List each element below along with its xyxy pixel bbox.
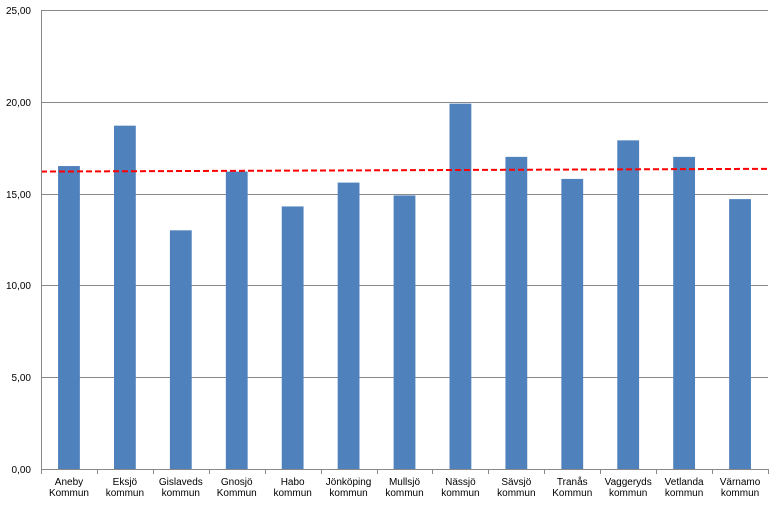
x-axis-category-labels: AnebyKommunEksjökommunGislavedskommunGno…	[49, 476, 761, 499]
x-category-label: Kommun	[49, 488, 89, 499]
x-category-label: Värnamo	[720, 477, 761, 488]
y-tick-label: 25,00	[6, 6, 31, 17]
x-category-label: Sävsjö	[501, 477, 531, 488]
bar	[113, 125, 136, 469]
x-category-label: kommun	[441, 488, 479, 499]
x-category-label: Kommun	[217, 488, 257, 499]
x-category-label: Vetlanda	[665, 477, 704, 488]
bar	[225, 171, 248, 469]
bar	[169, 230, 192, 469]
x-category-label: Nässjö	[445, 477, 476, 488]
x-category-label: kommun	[162, 488, 200, 499]
reference-line	[40, 167, 769, 173]
y-tick-label: 5,00	[12, 373, 32, 384]
x-category-label: Gislaveds	[159, 477, 203, 488]
x-category-label: Gnosjö	[221, 477, 253, 488]
bar	[449, 103, 472, 470]
x-category-label: kommun	[273, 488, 311, 499]
x-category-label: Tranås	[557, 476, 588, 488]
bar	[505, 156, 528, 469]
x-category-label: kommun	[329, 488, 367, 499]
y-tick-label: 15,00	[6, 190, 31, 201]
bar	[729, 199, 751, 469]
bar	[337, 182, 360, 470]
x-axis	[41, 10, 769, 474]
x-category-label: kommun	[609, 488, 647, 499]
x-category-label: Eksjö	[113, 477, 138, 488]
y-axis-tick-labels: 0,00 5,00 10,00 15,00 20,00 25,00	[6, 6, 31, 476]
x-category-label: Vaggeryds	[605, 477, 652, 488]
x-category-label: Habo	[281, 477, 305, 488]
x-category-label: kommun	[106, 488, 144, 499]
bar	[673, 156, 696, 469]
bar	[393, 195, 416, 469]
x-category-label: Mullsjö	[389, 477, 421, 488]
bar	[281, 206, 304, 469]
x-category-label: Aneby	[55, 477, 83, 488]
x-category-label: kommun	[385, 488, 423, 499]
y-tick-label: 10,00	[6, 281, 31, 292]
bar	[561, 178, 584, 470]
x-category-label: Kommun	[552, 488, 592, 499]
reference-line-group	[40, 167, 769, 173]
bar	[58, 166, 80, 469]
y-tick-label: 20,00	[6, 98, 31, 109]
x-category-label: kommun	[665, 488, 703, 499]
bars	[58, 103, 751, 470]
bar	[617, 140, 640, 469]
y-tick-label: 0,00	[12, 465, 32, 476]
x-category-label: kommun	[721, 488, 759, 499]
x-category-label: Jönköping	[326, 477, 372, 488]
x-category-label: kommun	[497, 488, 535, 499]
